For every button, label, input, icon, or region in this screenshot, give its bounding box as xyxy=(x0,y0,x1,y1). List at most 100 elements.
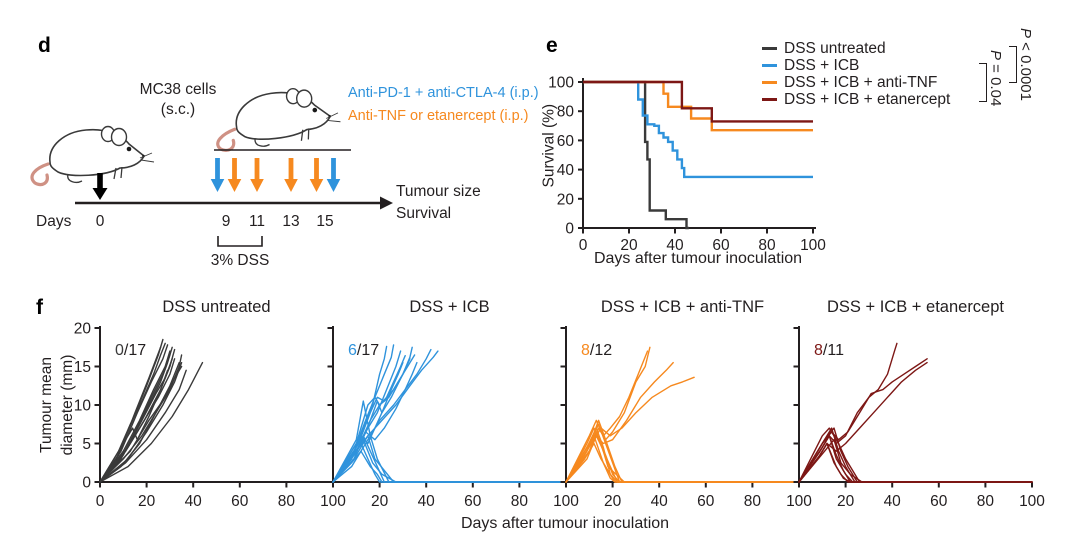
legend-label: DSS + ICB + etanercept xyxy=(784,90,951,108)
cells-label-line1: MC38 cells xyxy=(139,81,217,98)
tumour-growth-line xyxy=(332,348,432,483)
mouse-ear xyxy=(295,89,313,108)
tumour-free-denominator: /17 xyxy=(357,342,379,359)
x-tick-label: 80 xyxy=(511,493,529,510)
mouse-body xyxy=(235,91,331,141)
tumour-growth-line xyxy=(99,369,169,483)
x-tick-label: 100 xyxy=(320,493,346,510)
tnf-injection-arrow xyxy=(250,158,264,192)
x-tick-label: 20 xyxy=(138,493,156,510)
survival-legend: DSS untreated DSS + ICB DSS + ICB + anti-T… xyxy=(762,40,950,108)
x-tick-label: 60 xyxy=(697,493,715,510)
growth-y-axis-title: Tumour mean diameter (mm) xyxy=(36,305,78,505)
x-tick-label: 40 xyxy=(884,493,902,510)
timeline-arrowhead xyxy=(380,196,393,210)
mouse-ear xyxy=(110,127,128,147)
mouse-whiskers xyxy=(326,112,341,123)
x-tick-label: 100 xyxy=(1019,493,1045,510)
legend-label: DSS + ICB xyxy=(784,56,860,74)
tumour-free-fraction: 8/12 xyxy=(581,342,612,359)
tumour-growth-line xyxy=(332,450,567,483)
subplot-title: DSS + ICB xyxy=(409,298,489,316)
x-tick-label: 20 xyxy=(837,493,855,510)
x-tick-label: 20 xyxy=(604,493,622,510)
tumour-growth-line xyxy=(332,361,404,483)
tumour-growth-line xyxy=(332,350,439,483)
x-tick-label: 20 xyxy=(371,493,389,510)
tumour-growth-line xyxy=(99,365,183,483)
x-tick-label: 20 xyxy=(620,237,638,254)
tumour-free-numerator: 8 xyxy=(814,342,823,359)
panel-e-label: e xyxy=(546,34,558,57)
tumour-growth-line xyxy=(798,442,1033,483)
mouse-tail xyxy=(30,162,50,187)
legend-row: DSS + ICB xyxy=(762,57,950,74)
tnf-route-label: Anti-TNF or etanercept (i.p.) xyxy=(348,108,529,124)
subplot-title: DSS + ICB + etanercept xyxy=(827,298,1004,316)
y-tick-label: 0 xyxy=(565,221,574,238)
x-tick-label: 60 xyxy=(231,493,249,510)
mouse-eye xyxy=(312,107,318,113)
tumour-free-numerator: 0 xyxy=(115,342,124,359)
panel-f-label: f xyxy=(36,296,43,319)
mouse-body xyxy=(49,128,145,177)
mouse-legs xyxy=(254,128,310,147)
tumour-free-fraction: 0/17 xyxy=(115,342,146,359)
mouse-icon xyxy=(30,125,155,187)
survival-x-axis-title: Days after tumour inoculation xyxy=(593,250,803,267)
tumour-growth-line xyxy=(565,361,674,483)
tumour-free-denominator: /17 xyxy=(124,342,146,359)
legend-label: DSS + ICB + anti-TNF xyxy=(784,73,938,91)
x-tick-label: 100 xyxy=(786,493,812,510)
dss-label: 3% DSS xyxy=(210,252,270,269)
x-tick-label: 80 xyxy=(758,237,776,254)
pvalue-bracket-inner xyxy=(979,63,987,102)
mouse-eye xyxy=(126,146,132,152)
readout-survival: Survival xyxy=(396,205,452,222)
mouse-legs xyxy=(67,166,123,183)
tumour-free-fraction: 8/11 xyxy=(814,342,844,359)
tumour-growth-line xyxy=(798,439,1033,483)
icb-route-label: Anti-PD-1 + anti-CTLA-4 (i.p.) xyxy=(348,85,539,101)
mouse-tail xyxy=(216,127,237,152)
x-tick-label: 60 xyxy=(930,493,948,510)
x-tick-label: 100 xyxy=(800,237,826,254)
tumour-growth-line xyxy=(565,427,800,483)
x-tick-label: 40 xyxy=(651,493,669,510)
legend-label: DSS untreated xyxy=(784,39,886,57)
tumour-free-numerator: 8 xyxy=(581,342,590,359)
x-tick-label: 100 xyxy=(553,493,579,510)
legend-dash-icon xyxy=(762,47,777,50)
x-tick-label: 60 xyxy=(464,493,482,510)
tumour-growth-line xyxy=(565,435,800,483)
experiment-schematic xyxy=(30,88,393,247)
day-tick-11: 11 xyxy=(248,213,266,230)
growth-x-axis-title: Days after tumour inoculation xyxy=(460,515,670,532)
mouse-whiskers xyxy=(139,152,155,163)
x-tick-label: 40 xyxy=(185,493,203,510)
tumour-growth-line xyxy=(99,361,204,483)
y-tick-label: 10 xyxy=(74,398,92,415)
day-tick-15: 15 xyxy=(316,213,334,230)
pvalue-bracket-outer xyxy=(1009,46,1017,83)
readout-tumour-size: Tumour size xyxy=(396,183,481,200)
subplot-title: DSS + ICB + anti-TNF xyxy=(601,298,764,316)
tumour-free-fraction: 6/17 xyxy=(348,342,379,359)
tumour-growth-line xyxy=(99,348,176,483)
legend-dash-icon xyxy=(762,64,777,67)
dss-window-bracket xyxy=(217,236,263,247)
growth-y-axis-title-line2: diameter (mm) xyxy=(59,354,76,456)
y-tick-label: 0 xyxy=(82,475,91,492)
legend-row: DSS untreated xyxy=(762,40,950,57)
tumour-growth-line xyxy=(99,361,183,483)
inoculation-arrow xyxy=(92,173,108,200)
survival-chart: 0 20 40 60 80 100 0 20 40 60 80 100 xyxy=(548,75,826,255)
survival-curve xyxy=(583,80,813,132)
x-tick-label: 80 xyxy=(278,493,296,510)
legend-dash-icon xyxy=(762,81,777,84)
tumour-growth-line xyxy=(99,338,164,483)
tumour-growth-line xyxy=(99,346,173,483)
icb-injection-arrow xyxy=(326,158,341,192)
